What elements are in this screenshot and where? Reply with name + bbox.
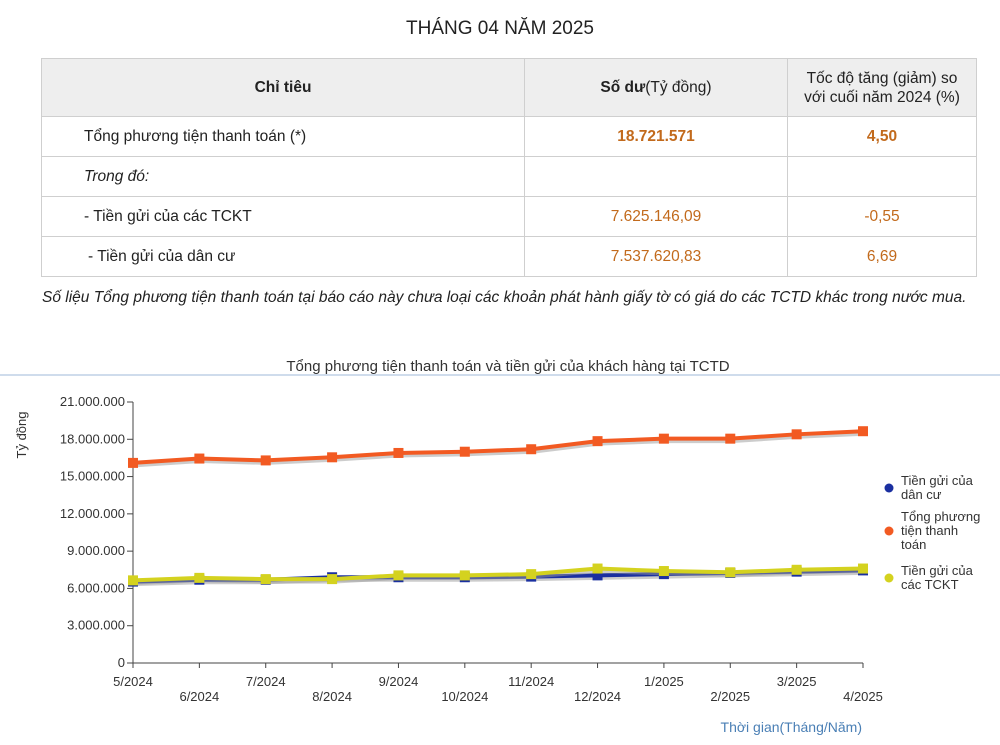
row-growth: -0,55 — [787, 196, 977, 237]
y-axis-label: Tỷ đồng — [14, 412, 29, 459]
row-label: Trong đó: — [41, 156, 525, 197]
x-axis: 5/2024 6/2024 7/2024 8/2024 9/2024 10/2024 11/… — [113, 662, 883, 704]
legend-label: Tiền gửi của dân cư — [901, 473, 974, 502]
legend-label-line: Tiền gửi của — [901, 473, 974, 488]
x-tick-label: 6/2024 — [179, 689, 219, 704]
legend-label-line: các TCKT — [901, 577, 959, 592]
legend-marker — [884, 573, 894, 583]
table-row: - Tiền gửi của dân cư 7.537.620,83 6,69 — [41, 236, 977, 277]
data-point — [658, 433, 669, 444]
row-balance: 7.625.146,09 — [524, 196, 788, 237]
header-balance: Số dư(Tỷ đồng) — [524, 58, 788, 117]
x-tick-label: 12/2024 — [574, 689, 621, 704]
data-point — [725, 433, 736, 444]
x-tick-label: 11/2024 — [508, 674, 554, 689]
x-tick-label: 9/2024 — [379, 674, 419, 689]
row-label: - Tiền gửi của dân cư — [41, 236, 525, 277]
data-point — [592, 570, 603, 581]
y-tick-label: 21.000.000 — [60, 394, 125, 409]
legend-label: Tiền gửi của các TCKT — [901, 563, 974, 592]
x-tick-label: 2/2025 — [710, 689, 750, 704]
legend-label-line: tiện thanh — [901, 523, 958, 538]
data-point — [459, 570, 470, 581]
y-tick-label: 12.000.000 — [60, 506, 125, 521]
x-tick-label: 5/2024 — [113, 674, 153, 689]
legend-label-line: dân cư — [901, 487, 942, 502]
header-indicator: Chỉ tiêu — [41, 58, 525, 117]
line-chart: Tổng phương tiện thanh toán và tiền gửi … — [0, 358, 1000, 735]
table-header-row: Chỉ tiêu Số dư(Tỷ đồng) Tốc độ tăng (giả… — [41, 58, 977, 117]
data-point — [858, 563, 868, 574]
row-growth — [787, 156, 977, 197]
data-point — [128, 457, 138, 468]
legend-label-line: Tiền gửi của — [901, 563, 974, 578]
data-point — [658, 566, 669, 577]
row-growth: 4,50 — [787, 116, 977, 157]
data-point — [858, 426, 868, 437]
stats-table: Chỉ tiêu Số dư(Tỷ đồng) Tốc độ tăng (giả… — [41, 58, 977, 277]
row-label: - Tiền gửi của các TCKT — [41, 196, 525, 237]
data-point — [128, 575, 138, 586]
data-point — [327, 574, 338, 585]
legend-label: Tổng phương tiện thanh toán — [901, 509, 980, 552]
data-point — [393, 570, 404, 581]
data-point — [791, 564, 802, 575]
page-title: THÁNG 04 NĂM 2025 — [406, 18, 594, 39]
y-tick-label: 18.000.000 — [60, 431, 125, 446]
chart-title: Tổng phương tiện thanh toán và tiền gửi … — [286, 358, 729, 375]
header-balance-main: Số dư — [600, 79, 646, 96]
x-axis-label: Thời gian(Tháng/Năm) — [721, 719, 862, 735]
data-point — [260, 574, 271, 585]
x-tick-label: 4/2025 — [843, 689, 883, 704]
table-row: Tổng phương tiện thanh toán (*) 18.721.5… — [41, 116, 977, 157]
footnote: Số liệu Tổng phương tiện thanh toán tại … — [42, 289, 967, 306]
data-point — [592, 563, 603, 574]
x-tick-label: 10/2024 — [441, 689, 488, 704]
legend-label-line: toán — [901, 537, 926, 552]
table-row: Trong đó: — [41, 156, 977, 197]
y-tick-label: 9.000.000 — [67, 543, 125, 558]
series-line — [132, 566, 864, 583]
row-growth: 6,69 — [787, 236, 977, 277]
data-point — [194, 572, 205, 583]
x-tick-label: 3/2025 — [777, 674, 817, 689]
data-point — [592, 436, 603, 447]
legend-marker — [884, 526, 894, 536]
row-balance: 7.537.620,83 — [524, 236, 788, 277]
header-balance-unit: (Tỷ đồng) — [645, 79, 712, 96]
row-balance — [524, 156, 788, 197]
y-tick-label: 0 — [118, 655, 125, 670]
series-line — [132, 429, 864, 465]
y-tick-label: 15.000.000 — [60, 469, 125, 484]
row-balance: 18.721.571 — [524, 116, 788, 157]
data-point — [327, 452, 338, 463]
header-growth: Tốc độ tăng (giảm) so với cuối năm 2024 … — [787, 58, 977, 117]
y-axis: 0 3.000.000 6.000.000 9.000.000 12.000.000 15… — [60, 394, 134, 670]
legend-marker — [884, 483, 894, 493]
data-point — [725, 567, 736, 578]
row-label: Tổng phương tiện thanh toán (*) — [41, 116, 525, 157]
data-point — [260, 455, 271, 466]
data-point — [791, 429, 802, 440]
x-tick-label: 7/2024 — [246, 674, 286, 689]
x-tick-label: 8/2024 — [312, 689, 352, 704]
legend-label-line: Tổng phương — [901, 509, 980, 524]
x-tick-label: 1/2025 — [644, 674, 684, 689]
y-tick-label: 3.000.000 — [67, 618, 125, 633]
series-layer — [128, 426, 868, 587]
data-point — [526, 444, 537, 455]
table-row: - Tiền gửi của các TCKT 7.625.146,09 -0,… — [41, 196, 977, 237]
y-tick-label: 6.000.000 — [67, 580, 125, 595]
data-point — [459, 446, 470, 457]
data-point — [393, 447, 404, 458]
data-point — [194, 453, 205, 464]
data-point — [526, 569, 537, 580]
